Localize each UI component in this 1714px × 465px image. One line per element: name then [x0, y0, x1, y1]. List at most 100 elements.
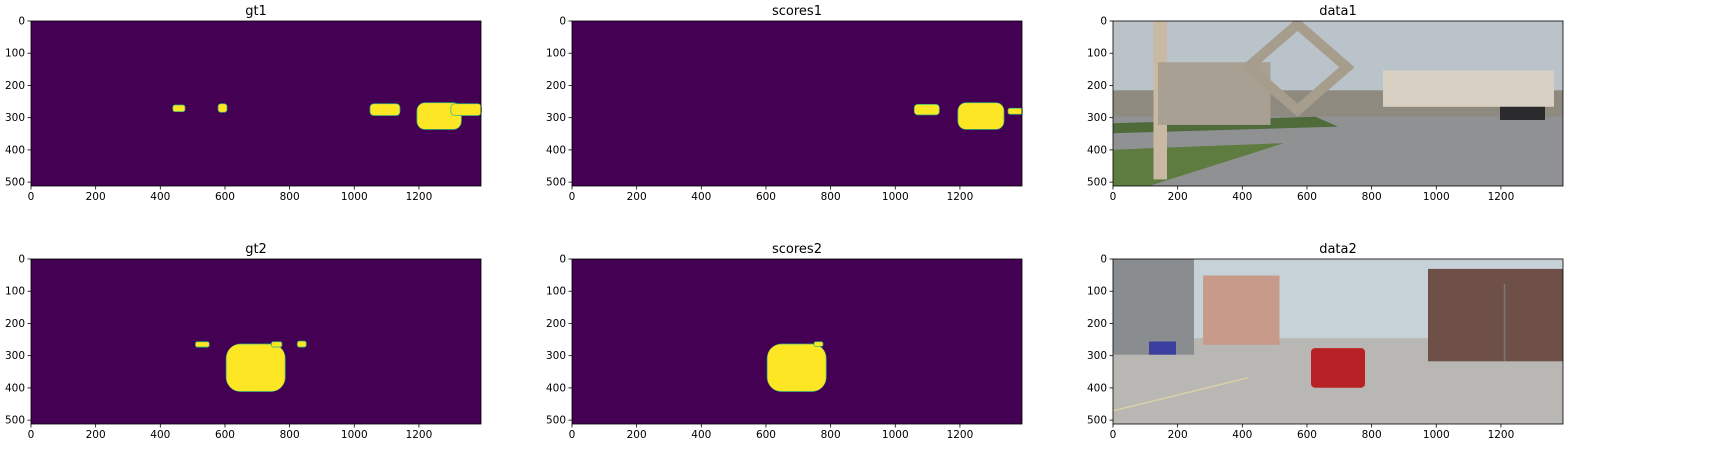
- heatmap-background: [572, 259, 1022, 424]
- y-tick-label: 200: [5, 80, 25, 92]
- y-tick-label: 300: [1087, 350, 1107, 362]
- panel-title: gt1: [245, 4, 267, 19]
- x-tick-label: 400: [691, 191, 711, 203]
- segment-blob: [417, 103, 461, 129]
- panel-scores1: scores1 0 200 400 600 800 1000 1200 0 100 200 300 40…: [546, 4, 1023, 203]
- segment-blob: [958, 103, 1004, 129]
- y-tick-label: 400: [546, 382, 566, 394]
- photo-car: [1500, 106, 1545, 120]
- y-tick-label: 0: [1100, 254, 1107, 266]
- y-tick-label: 200: [5, 318, 25, 330]
- y-tick-label: 200: [546, 80, 566, 92]
- x-tick-label: 1200: [406, 191, 433, 203]
- photo-houses: [1383, 70, 1554, 107]
- y-tick-label: 200: [546, 318, 566, 330]
- panel-gt2: gt2 0 200 400 600 800 1000 1200 0 100 200 300 400 500: [5, 242, 482, 441]
- panel-data1: data1 0 200 400 600 800 1000 1200 0 100 200 300 400 5…: [1087, 4, 1564, 203]
- x-tick-label: 1200: [1488, 191, 1515, 203]
- x-tick-label: 800: [280, 429, 300, 441]
- x-tick-label: 1200: [947, 191, 974, 203]
- x-tick-label: 0: [1110, 429, 1117, 441]
- heatmap-background: [31, 259, 481, 424]
- y-tick-label: 400: [1087, 144, 1107, 156]
- x-tick-label: 200: [1168, 191, 1188, 203]
- x-tick-label: 1000: [341, 191, 368, 203]
- x-tick-label: 600: [1297, 429, 1317, 441]
- x-tick-label: 800: [280, 191, 300, 203]
- y-tick-label: 400: [546, 144, 566, 156]
- photo: [1113, 21, 1563, 186]
- axes-frame: [571, 20, 1023, 187]
- y-tick-label: 200: [1087, 80, 1107, 92]
- y-tick-label: 100: [1087, 48, 1107, 60]
- x-tick-label: 1200: [406, 429, 433, 441]
- segment-blob: [271, 342, 282, 347]
- y-tick-label: 200: [1087, 318, 1107, 330]
- y-tick-label: 500: [5, 415, 25, 427]
- x-tick-label: 200: [86, 191, 106, 203]
- x-tick-label: 200: [86, 429, 106, 441]
- segment-blob: [914, 104, 939, 115]
- x-tick-label: 400: [691, 429, 711, 441]
- heatmap-background: [31, 21, 481, 186]
- segment-blob: [767, 344, 826, 392]
- x-tick-label: 400: [150, 429, 170, 441]
- y-tick-label: 0: [559, 254, 566, 266]
- x-tick-label: 1000: [341, 429, 368, 441]
- panel-title: scores1: [772, 4, 822, 19]
- x-tick-label: 600: [215, 429, 235, 441]
- axes-frame: [571, 258, 1023, 425]
- x-tick-label: 600: [1297, 191, 1317, 203]
- panel-title: gt2: [245, 242, 267, 257]
- y-tick-label: 0: [559, 16, 566, 28]
- y-tick-label: 400: [5, 144, 25, 156]
- x-tick-label: 400: [150, 191, 170, 203]
- panel-data2: data2 0 200 400 600 800 1000 1200 0 100 200 300 400 5…: [1087, 242, 1564, 441]
- panel-gt1: gt1 0 200 400 600 800 1000 1200 0 100 200 300 400 500: [5, 4, 482, 203]
- y-tick-label: 500: [5, 177, 25, 189]
- axes-frame: [30, 258, 482, 425]
- x-tick-label: 0: [1110, 191, 1117, 203]
- x-tick-label: 1000: [1423, 191, 1450, 203]
- axes-frame: [1112, 258, 1564, 425]
- x-tick-label: 1000: [882, 191, 909, 203]
- x-tick-label: 0: [569, 429, 576, 441]
- x-tick-label: 800: [821, 191, 841, 203]
- photo-building-right: [1428, 268, 1563, 362]
- x-tick-label: 0: [28, 429, 35, 441]
- photo-blue-car: [1149, 341, 1176, 355]
- y-tick-label: 500: [546, 415, 566, 427]
- segment-blob: [297, 341, 306, 347]
- y-tick-label: 500: [546, 177, 566, 189]
- y-tick-label: 500: [1087, 177, 1107, 189]
- y-tick-label: 300: [546, 112, 566, 124]
- panel-title: data1: [1319, 4, 1357, 19]
- x-tick-label: 800: [1362, 191, 1382, 203]
- x-tick-label: 600: [756, 429, 776, 441]
- y-tick-label: 300: [5, 112, 25, 124]
- panel-title: scores2: [772, 242, 822, 257]
- x-tick-label: 200: [1168, 429, 1188, 441]
- axes-frame: [30, 20, 482, 187]
- y-tick-label: 300: [5, 350, 25, 362]
- x-tick-label: 600: [756, 191, 776, 203]
- x-tick-label: 200: [627, 429, 647, 441]
- panel-scores2: scores2 0 200 400 600 800 1000 1200 0 100 200 300 40…: [546, 242, 1023, 441]
- segment-blob: [195, 342, 209, 347]
- photo: [1113, 259, 1563, 424]
- segment-blob: [370, 104, 400, 116]
- y-tick-label: 400: [5, 382, 25, 394]
- y-tick-label: 0: [18, 16, 25, 28]
- x-tick-label: 1200: [947, 429, 974, 441]
- y-tick-label: 500: [1087, 415, 1107, 427]
- y-tick-label: 100: [5, 286, 25, 298]
- photo-red-car: [1311, 348, 1365, 388]
- y-tick-label: 0: [1100, 16, 1107, 28]
- heatmap-background: [572, 21, 1022, 186]
- x-tick-label: 1000: [1423, 429, 1450, 441]
- segment-blob: [173, 105, 185, 112]
- x-tick-label: 1200: [1488, 429, 1515, 441]
- x-tick-label: 600: [215, 191, 235, 203]
